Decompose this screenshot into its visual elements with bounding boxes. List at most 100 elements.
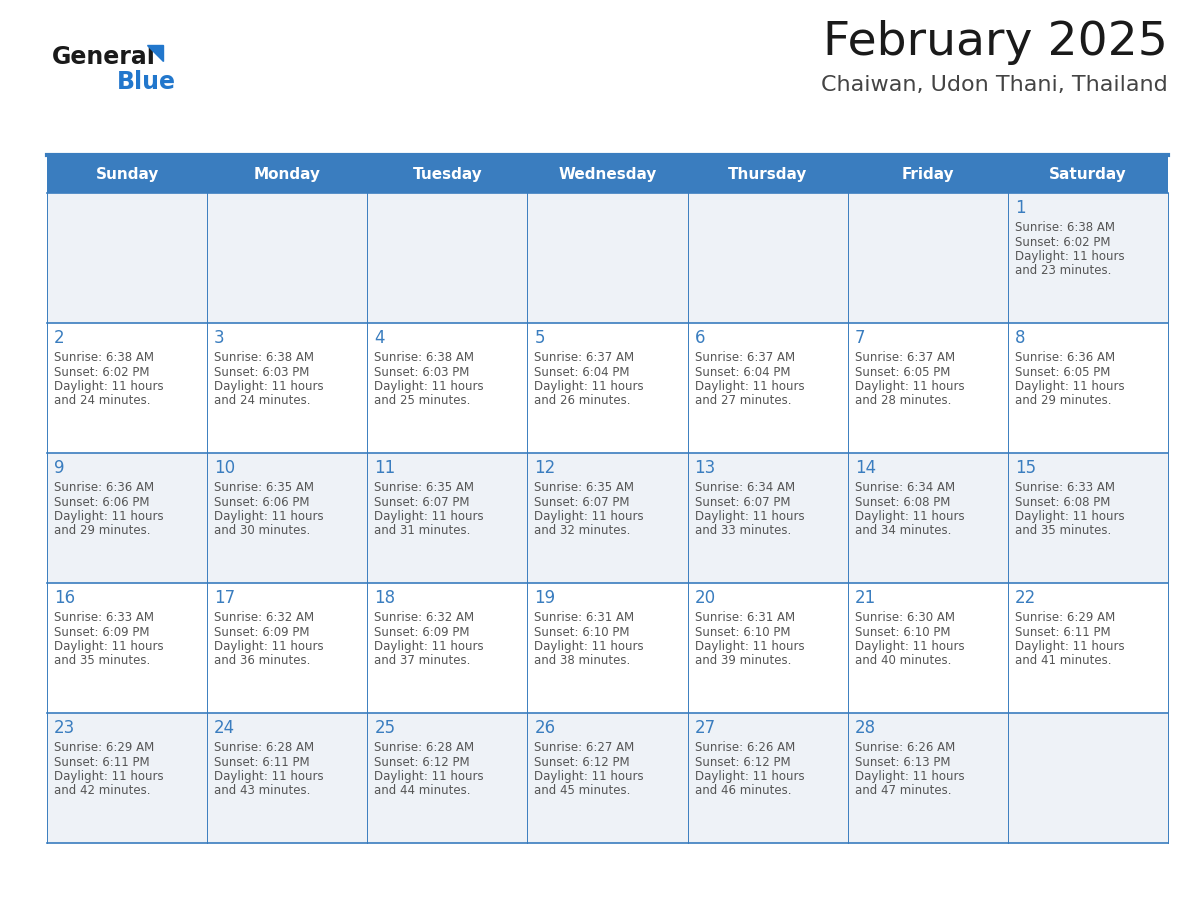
Text: Sunrise: 6:38 AM: Sunrise: 6:38 AM <box>374 351 474 364</box>
Bar <box>367 193 527 323</box>
Text: Sunset: 6:12 PM: Sunset: 6:12 PM <box>374 756 470 768</box>
Bar <box>688 155 848 193</box>
Bar <box>1007 713 1168 843</box>
Text: 11: 11 <box>374 459 396 477</box>
Text: and 32 minutes.: and 32 minutes. <box>535 524 631 538</box>
Text: Daylight: 11 hours: Daylight: 11 hours <box>535 380 644 393</box>
Text: Sunrise: 6:33 AM: Sunrise: 6:33 AM <box>1015 481 1114 494</box>
Text: Sunset: 6:11 PM: Sunset: 6:11 PM <box>1015 625 1111 639</box>
Bar <box>207 323 367 453</box>
Bar <box>48 155 207 193</box>
Text: Daylight: 11 hours: Daylight: 11 hours <box>214 640 324 653</box>
Text: Sunrise: 6:30 AM: Sunrise: 6:30 AM <box>854 611 955 624</box>
Bar <box>367 453 527 583</box>
Bar <box>207 713 367 843</box>
Text: 2: 2 <box>53 329 64 347</box>
Text: Daylight: 11 hours: Daylight: 11 hours <box>53 640 164 653</box>
Text: 28: 28 <box>854 719 876 737</box>
Text: Daylight: 11 hours: Daylight: 11 hours <box>1015 380 1125 393</box>
Text: 26: 26 <box>535 719 556 737</box>
Text: Sunrise: 6:37 AM: Sunrise: 6:37 AM <box>535 351 634 364</box>
Text: and 24 minutes.: and 24 minutes. <box>214 395 310 408</box>
Text: Sunrise: 6:36 AM: Sunrise: 6:36 AM <box>1015 351 1116 364</box>
Text: Sunrise: 6:31 AM: Sunrise: 6:31 AM <box>695 611 795 624</box>
Bar <box>527 155 688 193</box>
Bar <box>367 155 527 193</box>
Text: 23: 23 <box>53 719 75 737</box>
Bar <box>48 713 207 843</box>
Text: Sunrise: 6:38 AM: Sunrise: 6:38 AM <box>214 351 314 364</box>
Text: Daylight: 11 hours: Daylight: 11 hours <box>53 380 164 393</box>
Text: Daylight: 11 hours: Daylight: 11 hours <box>374 380 484 393</box>
Text: Sunrise: 6:33 AM: Sunrise: 6:33 AM <box>53 611 154 624</box>
Text: Sunrise: 6:36 AM: Sunrise: 6:36 AM <box>53 481 154 494</box>
Text: 8: 8 <box>1015 329 1025 347</box>
Bar <box>207 583 367 713</box>
Text: Daylight: 11 hours: Daylight: 11 hours <box>374 510 484 523</box>
Text: Daylight: 11 hours: Daylight: 11 hours <box>1015 250 1125 263</box>
Text: Daylight: 11 hours: Daylight: 11 hours <box>535 770 644 783</box>
Bar <box>527 323 688 453</box>
Bar <box>848 713 1007 843</box>
Text: and 43 minutes.: and 43 minutes. <box>214 785 310 798</box>
Bar <box>527 583 688 713</box>
Text: Sunrise: 6:34 AM: Sunrise: 6:34 AM <box>695 481 795 494</box>
Text: Sunset: 6:10 PM: Sunset: 6:10 PM <box>535 625 630 639</box>
Text: 20: 20 <box>695 589 715 607</box>
Bar <box>1007 155 1168 193</box>
Bar <box>207 155 367 193</box>
Text: 7: 7 <box>854 329 865 347</box>
Text: 16: 16 <box>53 589 75 607</box>
Bar <box>207 453 367 583</box>
Text: 21: 21 <box>854 589 876 607</box>
Text: Daylight: 11 hours: Daylight: 11 hours <box>854 510 965 523</box>
Text: Sunset: 6:03 PM: Sunset: 6:03 PM <box>214 365 310 378</box>
Text: 4: 4 <box>374 329 385 347</box>
Text: Sunrise: 6:31 AM: Sunrise: 6:31 AM <box>535 611 634 624</box>
Text: Sunset: 6:11 PM: Sunset: 6:11 PM <box>214 756 310 768</box>
Text: Sunset: 6:03 PM: Sunset: 6:03 PM <box>374 365 469 378</box>
Text: 3: 3 <box>214 329 225 347</box>
Text: Sunrise: 6:28 AM: Sunrise: 6:28 AM <box>374 741 474 754</box>
Text: Sunset: 6:09 PM: Sunset: 6:09 PM <box>214 625 310 639</box>
Bar <box>688 583 848 713</box>
Text: Monday: Monday <box>254 166 321 182</box>
Text: Sunset: 6:09 PM: Sunset: 6:09 PM <box>53 625 150 639</box>
Text: Sunset: 6:08 PM: Sunset: 6:08 PM <box>854 496 950 509</box>
Text: and 29 minutes.: and 29 minutes. <box>1015 395 1111 408</box>
Text: Sunrise: 6:29 AM: Sunrise: 6:29 AM <box>1015 611 1116 624</box>
Text: and 42 minutes.: and 42 minutes. <box>53 785 151 798</box>
Bar <box>207 193 367 323</box>
Text: 1: 1 <box>1015 199 1025 217</box>
Text: and 35 minutes.: and 35 minutes. <box>53 655 150 667</box>
Text: Daylight: 11 hours: Daylight: 11 hours <box>695 640 804 653</box>
Text: Sunset: 6:07 PM: Sunset: 6:07 PM <box>374 496 469 509</box>
Text: 19: 19 <box>535 589 556 607</box>
Text: and 40 minutes.: and 40 minutes. <box>854 655 952 667</box>
Text: 25: 25 <box>374 719 396 737</box>
Text: and 36 minutes.: and 36 minutes. <box>214 655 310 667</box>
Text: 5: 5 <box>535 329 545 347</box>
Text: Sunset: 6:06 PM: Sunset: 6:06 PM <box>53 496 150 509</box>
Text: Sunset: 6:09 PM: Sunset: 6:09 PM <box>374 625 469 639</box>
Bar <box>48 193 207 323</box>
Text: and 38 minutes.: and 38 minutes. <box>535 655 631 667</box>
Text: Sunset: 6:10 PM: Sunset: 6:10 PM <box>854 625 950 639</box>
Text: Daylight: 11 hours: Daylight: 11 hours <box>214 510 324 523</box>
Text: 24: 24 <box>214 719 235 737</box>
Text: Sunrise: 6:35 AM: Sunrise: 6:35 AM <box>214 481 314 494</box>
Text: 10: 10 <box>214 459 235 477</box>
Text: and 35 minutes.: and 35 minutes. <box>1015 524 1111 538</box>
Text: Chaiwan, Udon Thani, Thailand: Chaiwan, Udon Thani, Thailand <box>821 75 1168 95</box>
Bar <box>48 583 207 713</box>
Text: Sunrise: 6:37 AM: Sunrise: 6:37 AM <box>854 351 955 364</box>
Text: Sunset: 6:12 PM: Sunset: 6:12 PM <box>535 756 630 768</box>
Text: Sunset: 6:07 PM: Sunset: 6:07 PM <box>695 496 790 509</box>
Text: 9: 9 <box>53 459 64 477</box>
Text: and 29 minutes.: and 29 minutes. <box>53 524 151 538</box>
Text: Daylight: 11 hours: Daylight: 11 hours <box>53 510 164 523</box>
Text: Sunrise: 6:32 AM: Sunrise: 6:32 AM <box>374 611 474 624</box>
Text: Sunrise: 6:35 AM: Sunrise: 6:35 AM <box>374 481 474 494</box>
Text: Sunset: 6:12 PM: Sunset: 6:12 PM <box>695 756 790 768</box>
Text: Sunrise: 6:26 AM: Sunrise: 6:26 AM <box>854 741 955 754</box>
